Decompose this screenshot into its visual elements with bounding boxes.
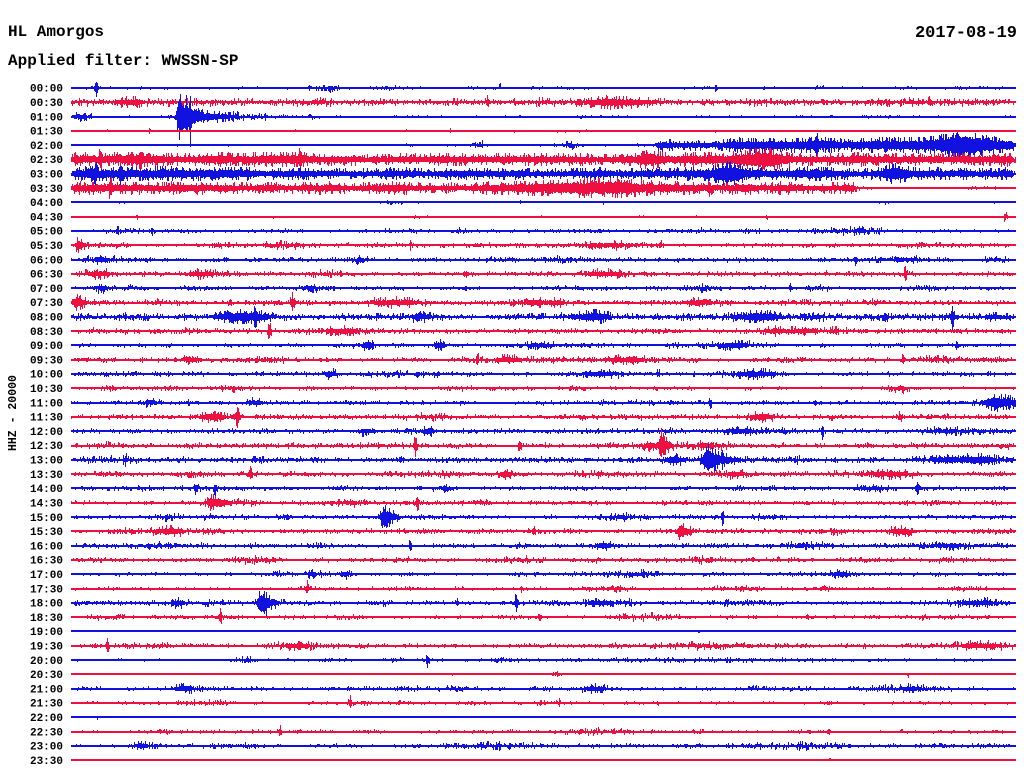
svg-text:16:00: 16:00 [30, 541, 63, 553]
svg-text:09:00: 09:00 [30, 341, 63, 353]
svg-text:15:00: 15:00 [30, 513, 63, 525]
svg-text:17:00: 17:00 [30, 570, 63, 582]
svg-text:17:30: 17:30 [30, 584, 63, 596]
svg-text:18:30: 18:30 [30, 613, 63, 625]
svg-text:02:00: 02:00 [30, 141, 63, 153]
svg-text:12:30: 12:30 [30, 441, 63, 453]
svg-text:06:30: 06:30 [30, 270, 63, 282]
svg-text:07:30: 07:30 [30, 298, 63, 310]
svg-text:10:00: 10:00 [30, 370, 63, 382]
svg-text:06:00: 06:00 [30, 255, 63, 267]
svg-text:HL Amorgos: HL Amorgos [8, 23, 104, 41]
svg-text:22:30: 22:30 [30, 727, 63, 739]
svg-text:18:00: 18:00 [30, 599, 63, 611]
svg-text:21:30: 21:30 [30, 699, 63, 711]
svg-text:04:00: 04:00 [30, 198, 63, 210]
svg-text:11:30: 11:30 [30, 413, 63, 425]
svg-text:14:30: 14:30 [30, 499, 63, 511]
svg-text:14:00: 14:00 [30, 484, 63, 496]
svg-text:23:30: 23:30 [30, 756, 63, 768]
svg-text:08:30: 08:30 [30, 327, 63, 339]
svg-text:2017-08-19: 2017-08-19 [915, 24, 1017, 43]
svg-text:16:30: 16:30 [30, 556, 63, 568]
svg-text:11:00: 11:00 [30, 398, 63, 410]
svg-text:00:30: 00:30 [30, 98, 63, 110]
svg-text:Applied filter: WWSSN-SP: Applied filter: WWSSN-SP [8, 52, 238, 70]
svg-text:22:00: 22:00 [30, 713, 63, 725]
svg-text:23:00: 23:00 [30, 742, 63, 754]
svg-text:21:00: 21:00 [30, 684, 63, 696]
svg-text:20:30: 20:30 [30, 670, 63, 682]
svg-text:10:30: 10:30 [30, 384, 63, 396]
svg-text:01:30: 01:30 [30, 127, 63, 139]
svg-text:13:30: 13:30 [30, 470, 63, 482]
svg-text:13:00: 13:00 [30, 456, 63, 468]
svg-text:07:00: 07:00 [30, 284, 63, 296]
svg-text:19:00: 19:00 [30, 627, 63, 639]
svg-text:15:30: 15:30 [30, 527, 63, 539]
svg-text:09:30: 09:30 [30, 355, 63, 367]
svg-text:02:30: 02:30 [30, 155, 63, 167]
svg-text:04:30: 04:30 [30, 212, 63, 224]
svg-text:03:00: 03:00 [30, 170, 63, 182]
svg-text:00:00: 00:00 [30, 84, 63, 96]
svg-text:03:30: 03:30 [30, 184, 63, 196]
svg-text:19:30: 19:30 [30, 642, 63, 654]
svg-text:05:00: 05:00 [30, 227, 63, 239]
svg-text:20:00: 20:00 [30, 656, 63, 668]
svg-text:HHZ - 20000: HHZ - 20000 [7, 375, 20, 451]
svg-text:12:00: 12:00 [30, 427, 63, 439]
svg-text:08:00: 08:00 [30, 313, 63, 325]
svg-text:01:00: 01:00 [30, 112, 63, 124]
svg-text:05:30: 05:30 [30, 241, 63, 253]
